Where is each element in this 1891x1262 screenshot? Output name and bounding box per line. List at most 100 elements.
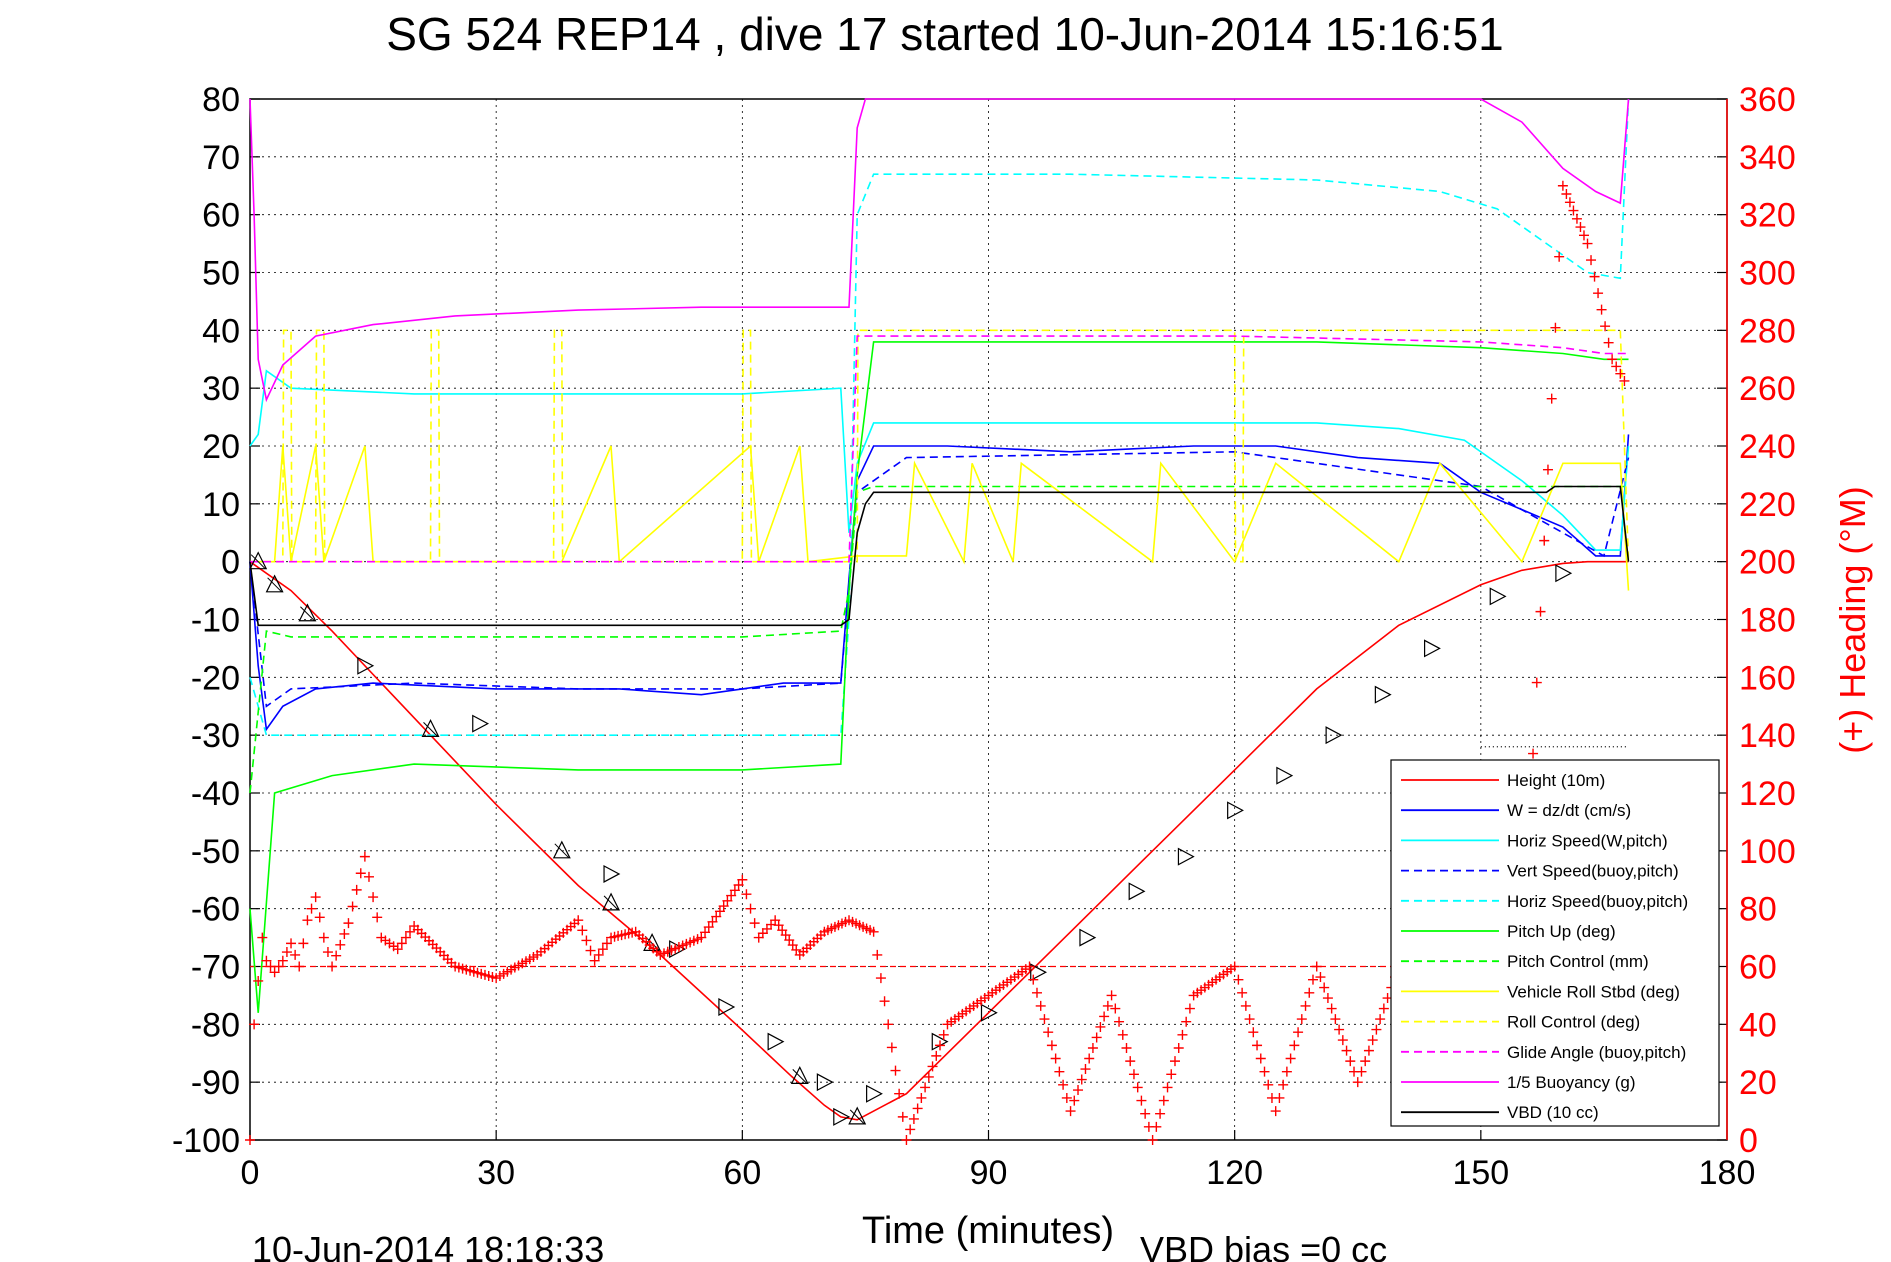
heading-marker — [593, 949, 604, 960]
heading-marker — [1240, 1000, 1251, 1011]
y-right-tick-label: 20 — [1739, 1064, 1777, 1102]
y-tick-label: 20 — [202, 428, 240, 466]
heading-marker — [905, 1124, 916, 1135]
heading-marker — [711, 911, 722, 922]
heading-marker — [1054, 1066, 1065, 1077]
heading-marker — [1341, 1045, 1352, 1056]
heading-marker — [331, 950, 342, 961]
heading-marker — [1326, 1003, 1337, 1014]
y-right-tick-label: 140 — [1739, 717, 1796, 755]
heading-marker — [581, 935, 592, 946]
heading-marker — [1255, 1053, 1266, 1064]
heading-marker — [1028, 974, 1039, 985]
y-tick-label: 10 — [202, 486, 240, 524]
marker-triangle-right — [767, 1032, 785, 1051]
heading-marker — [1564, 197, 1575, 208]
heading-marker — [1619, 375, 1630, 386]
heading-marker — [1575, 222, 1586, 233]
marker-triangle-right — [357, 656, 375, 675]
heading-marker — [1615, 368, 1626, 379]
heading-marker — [883, 1019, 894, 1030]
marker-triangle-right — [1030, 963, 1048, 982]
y-tick-label: 80 — [202, 81, 240, 119]
marker-cross — [267, 577, 282, 593]
heading-marker — [1061, 1092, 1072, 1103]
legend-label: Roll Control (deg) — [1507, 1013, 1640, 1032]
heading-marker — [1274, 1092, 1285, 1103]
heading-marker — [1031, 987, 1042, 998]
marker-triangle-up — [249, 551, 268, 570]
heading-marker — [1166, 1069, 1177, 1080]
heading-marker — [396, 938, 407, 949]
marker-triangle-up — [265, 574, 284, 593]
y-tick-label: 70 — [202, 139, 240, 177]
heading-marker — [1578, 230, 1589, 241]
heading-marker — [1278, 1079, 1289, 1090]
heading-marker — [1091, 1032, 1102, 1043]
y-right-tick-label: 200 — [1739, 544, 1796, 582]
y-tick-label: -70 — [191, 949, 240, 987]
heading-marker — [294, 961, 305, 972]
x-axis-ticks: 0 30 60 90 120 150 180 — [241, 1154, 1756, 1192]
heading-marker — [886, 1042, 897, 1053]
marker-triangle-right — [1325, 726, 1343, 745]
heading-marker — [1304, 987, 1315, 998]
x-tick-label: 150 — [1452, 1154, 1509, 1192]
heading-marker — [879, 996, 890, 1007]
marker-triangle-right — [669, 940, 686, 959]
heading-marker — [1589, 271, 1600, 282]
x-tick-label: 0 — [241, 1154, 260, 1192]
heading-marker — [257, 932, 268, 943]
heading-marker — [577, 925, 588, 936]
y-right-tick-label: 40 — [1739, 1006, 1777, 1044]
y-right-tick-label: 320 — [1739, 197, 1796, 235]
marker-triangle-right — [1177, 847, 1195, 866]
y-tick-label: -10 — [191, 602, 240, 640]
heading-marker — [1125, 1056, 1136, 1067]
heading-marker — [1162, 1082, 1173, 1093]
heading-marker — [753, 932, 764, 943]
heading-marker — [363, 871, 374, 882]
heading-marker — [1076, 1074, 1087, 1085]
y-right-tick-label: 300 — [1739, 255, 1796, 293]
heading-marker — [1181, 1016, 1192, 1027]
heading-marker — [1128, 1069, 1139, 1080]
heading-marker — [703, 922, 714, 933]
marker-triangle-up — [602, 892, 621, 911]
heading-marker — [585, 945, 596, 956]
heading-marker — [1296, 1014, 1307, 1025]
heading-marker — [1285, 1053, 1296, 1064]
heading-marker — [368, 892, 379, 903]
y-right-tick-label: 360 — [1739, 81, 1796, 119]
marker-triangle-right — [603, 864, 621, 883]
series-vbd-10-cc — [249, 485, 1630, 627]
heading-marker — [355, 868, 366, 879]
heading-marker — [733, 880, 744, 891]
heading-marker — [1352, 1077, 1363, 1088]
marker-triangle-right — [1423, 639, 1441, 658]
series-horiz-speed-buoy-pitch — [249, 98, 1630, 737]
heading-marker — [1244, 1014, 1255, 1025]
y-right-tick-label: 100 — [1739, 833, 1796, 871]
heading-marker — [1087, 1042, 1098, 1053]
heading-marker — [1173, 1042, 1184, 1053]
heading-marker — [400, 932, 411, 943]
y-right-tick-label: 80 — [1739, 891, 1777, 929]
heading-marker — [726, 890, 737, 901]
heading-marker — [1356, 1066, 1367, 1077]
heading-marker — [302, 915, 313, 926]
heading-marker — [1270, 1106, 1281, 1117]
y-tick-label: 50 — [202, 255, 240, 293]
marker-triangle-up — [298, 603, 317, 622]
x-tick-label: 30 — [477, 1154, 515, 1192]
heading-marker — [1315, 972, 1326, 983]
legend-label: Pitch Control (mm) — [1507, 952, 1649, 971]
heading-marker — [322, 947, 333, 958]
marker-triangle-right — [1555, 564, 1573, 583]
heading-marker — [1539, 535, 1550, 546]
marker-triangle-right — [1128, 882, 1146, 901]
chart-title: SG 524 REP14 , dive 17 started 10-Jun-20… — [386, 8, 1504, 60]
heading-marker — [872, 949, 883, 960]
heading-marker — [745, 903, 756, 914]
heading-marker — [405, 926, 416, 937]
